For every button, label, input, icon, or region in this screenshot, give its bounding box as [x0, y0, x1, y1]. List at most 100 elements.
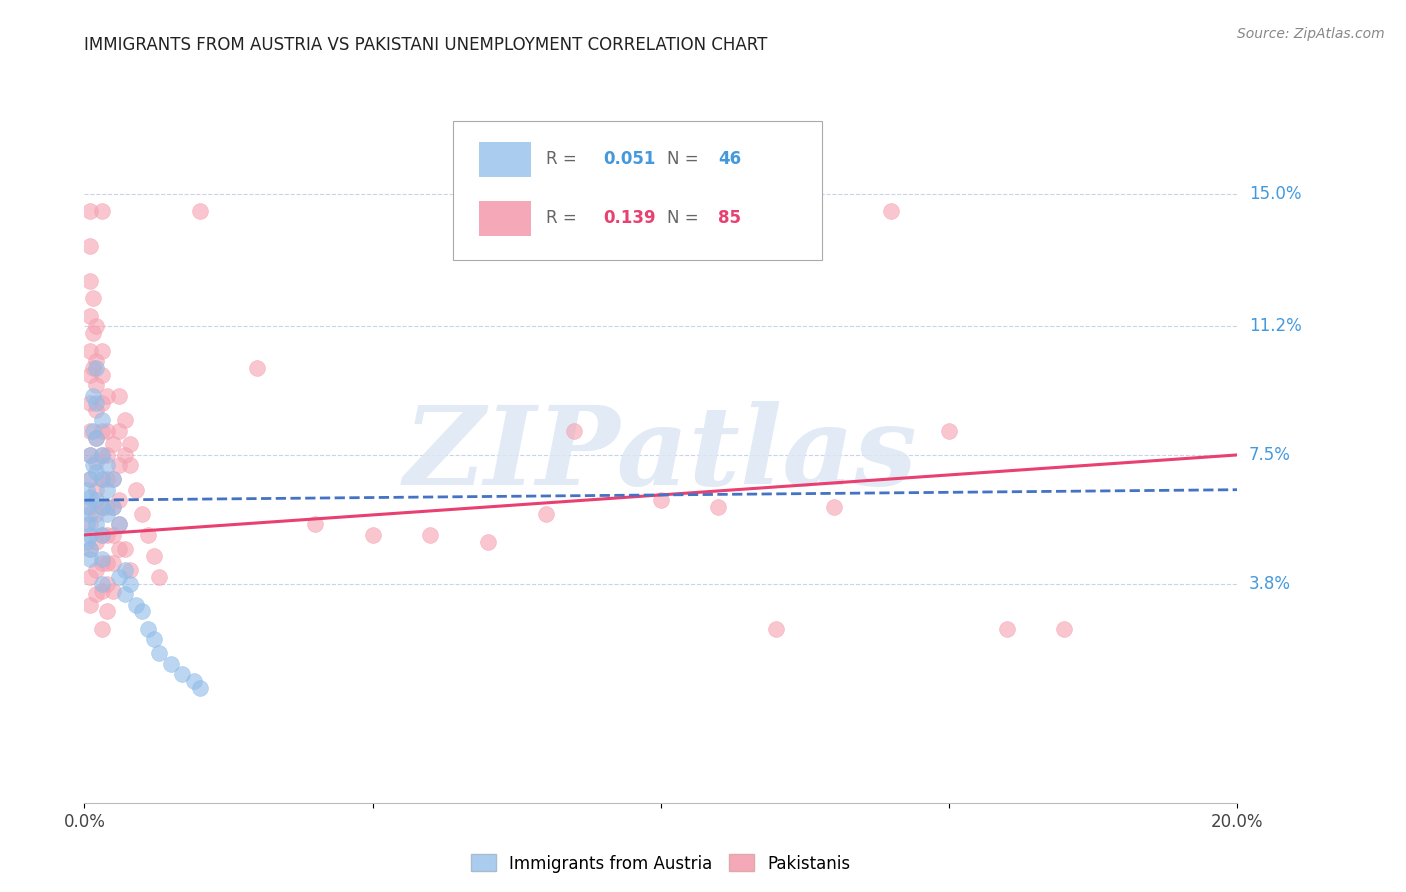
Point: [142, 549, 165, 563]
Point: [84, 534, 107, 549]
Point: [142, 632, 165, 647]
Point: [79, 396, 101, 410]
Point: [79, 552, 101, 566]
Point: [79, 309, 101, 323]
Point: [76, 500, 98, 514]
Point: [148, 570, 170, 584]
Point: [76, 517, 98, 532]
Point: [79, 500, 101, 514]
Text: R =: R =: [546, 210, 582, 227]
Point: [96, 500, 118, 514]
Point: [96, 472, 118, 486]
Point: [79, 490, 101, 504]
Point: [79, 472, 101, 486]
Point: [84, 587, 107, 601]
Point: [108, 517, 131, 532]
Point: [419, 528, 441, 542]
Point: [84, 396, 107, 410]
Point: [103, 437, 124, 451]
Point: [707, 500, 730, 514]
Point: [79, 239, 101, 253]
Point: [103, 500, 124, 514]
Point: [84, 483, 107, 497]
Point: [90, 343, 112, 358]
Point: [103, 583, 124, 598]
Text: N =: N =: [666, 150, 703, 169]
Point: [562, 424, 586, 438]
Point: [96, 528, 118, 542]
Point: [90, 204, 112, 219]
Text: 0.051: 0.051: [603, 150, 655, 169]
Point: [90, 448, 112, 462]
Point: [1053, 622, 1076, 636]
Point: [79, 541, 101, 556]
Point: [172, 667, 194, 681]
Point: [148, 646, 170, 660]
Point: [103, 556, 124, 570]
Point: [650, 493, 672, 508]
Point: [84, 493, 107, 508]
Point: [82, 389, 104, 403]
Text: IMMIGRANTS FROM AUSTRIA VS PAKISTANI UNEMPLOYMENT CORRELATION CHART: IMMIGRANTS FROM AUSTRIA VS PAKISTANI UNE…: [84, 36, 768, 54]
Legend: Immigrants from Austria, Pakistanis: Immigrants from Austria, Pakistanis: [464, 847, 858, 880]
Point: [90, 368, 112, 382]
Point: [90, 622, 112, 636]
Point: [108, 493, 131, 508]
Point: [108, 389, 131, 403]
Point: [108, 517, 131, 532]
Point: [880, 204, 903, 219]
Text: R =: R =: [546, 150, 582, 169]
Text: 85: 85: [718, 210, 741, 227]
Point: [79, 541, 101, 556]
Point: [84, 430, 107, 444]
FancyBboxPatch shape: [478, 142, 530, 177]
Point: [84, 354, 107, 368]
Point: [84, 430, 107, 444]
Point: [84, 455, 107, 469]
Point: [534, 507, 557, 521]
Point: [79, 424, 101, 438]
Point: [246, 360, 269, 375]
Point: [103, 528, 124, 542]
Point: [103, 472, 124, 486]
Point: [96, 576, 118, 591]
Point: [765, 622, 787, 636]
Point: [90, 472, 112, 486]
Point: [995, 622, 1018, 636]
Point: [84, 319, 107, 334]
Point: [79, 598, 101, 612]
Point: [90, 500, 112, 514]
Point: [82, 360, 104, 375]
Point: [79, 274, 101, 288]
Point: [114, 448, 136, 462]
Point: [79, 570, 101, 584]
Point: [183, 674, 205, 689]
Point: [103, 500, 124, 514]
Point: [96, 448, 118, 462]
Point: [84, 378, 107, 392]
Point: [96, 483, 118, 497]
Point: [79, 507, 101, 521]
Point: [120, 563, 142, 577]
Point: [125, 483, 148, 497]
Point: [90, 583, 112, 598]
Point: [79, 448, 101, 462]
Text: 7.5%: 7.5%: [1249, 446, 1291, 464]
Point: [114, 563, 136, 577]
Text: N =: N =: [666, 210, 703, 227]
Text: ZIPatlas: ZIPatlas: [404, 401, 918, 508]
Text: 15.0%: 15.0%: [1249, 185, 1302, 203]
Point: [76, 534, 98, 549]
Point: [304, 517, 326, 532]
Point: [90, 424, 112, 438]
Point: [131, 507, 153, 521]
Point: [120, 437, 142, 451]
Point: [90, 413, 112, 427]
Point: [82, 424, 104, 438]
Point: [82, 326, 104, 341]
Point: [131, 605, 153, 619]
FancyBboxPatch shape: [478, 201, 530, 235]
Point: [79, 517, 101, 532]
Point: [79, 448, 101, 462]
Point: [188, 681, 211, 695]
